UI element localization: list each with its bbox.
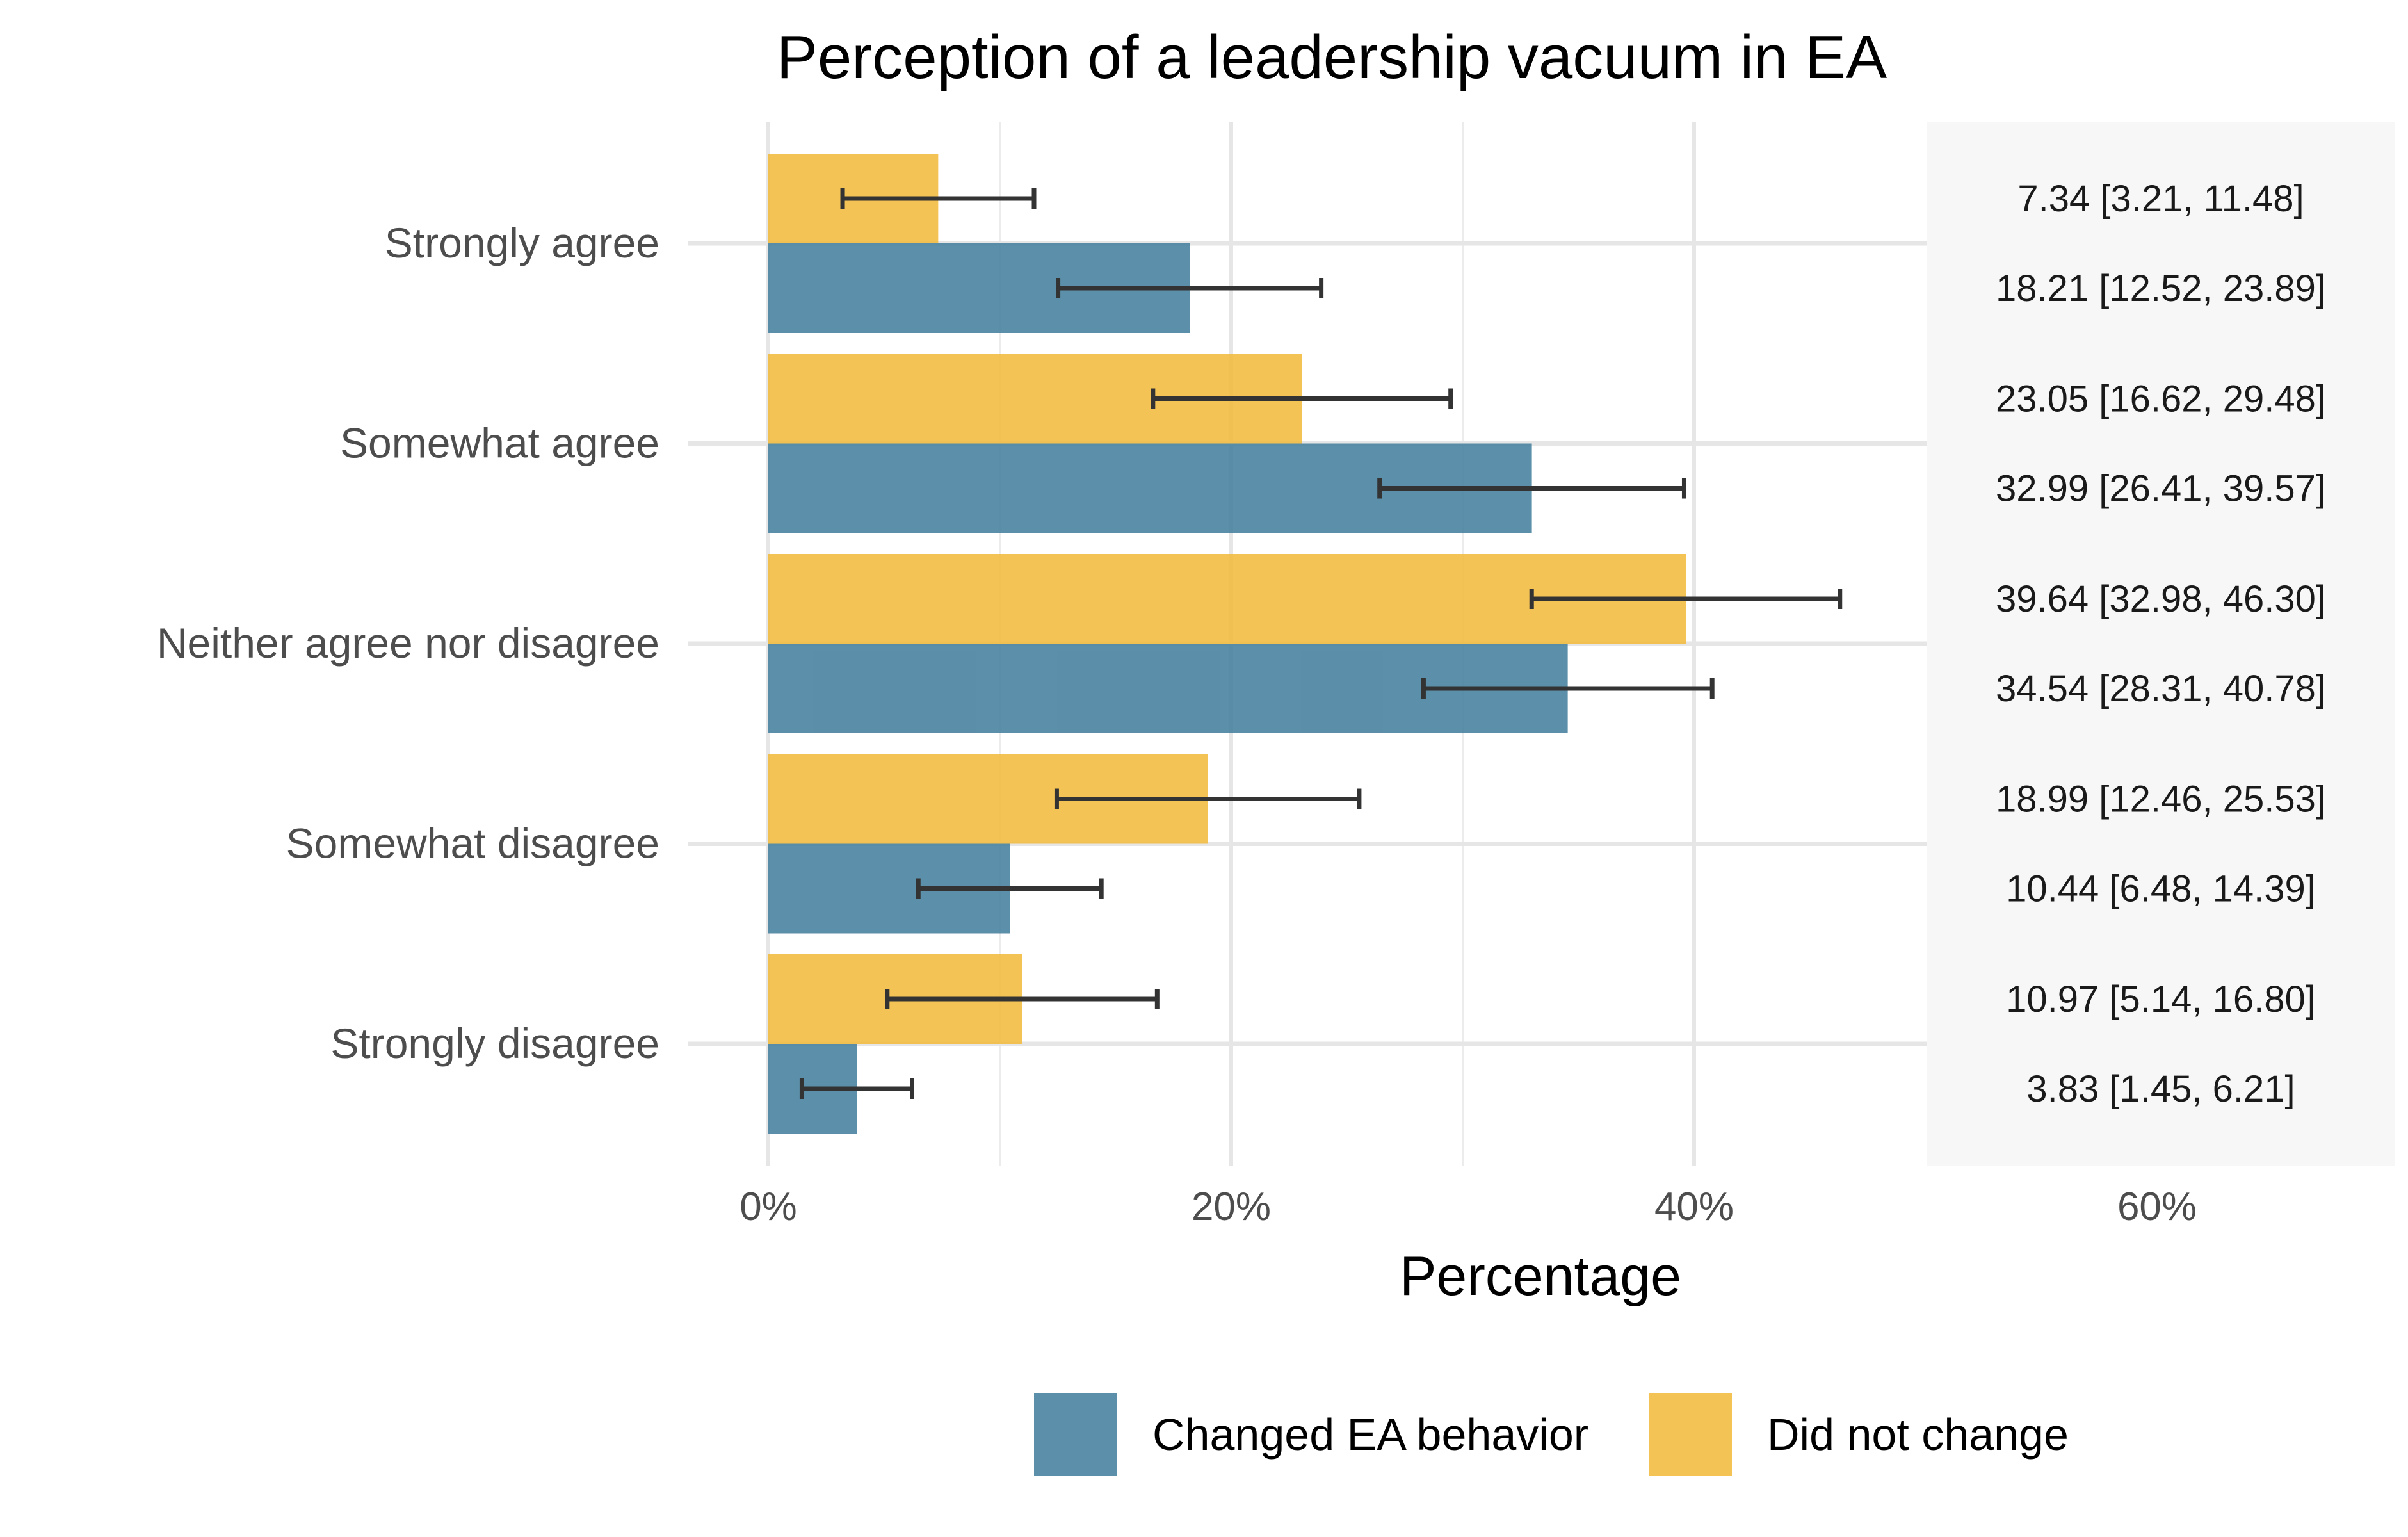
legend-label: Changed EA behavior	[1152, 1410, 1588, 1460]
category-label: Somewhat disagree	[286, 820, 659, 867]
category-label: Strongly disagree	[330, 1020, 659, 1067]
chart-background	[1927, 122, 2395, 1166]
label-panel-background	[1927, 122, 2395, 1166]
ci-label: 39.64 [32.98, 46.30]	[1996, 578, 2326, 620]
x-tick-labels: 0% 20% 40% 60%	[739, 1185, 2197, 1229]
ci-label: 18.99 [12.46, 25.53]	[1996, 779, 2326, 820]
x-tick-label: 0%	[739, 1185, 797, 1229]
bars	[768, 154, 1686, 1134]
ci-label: 10.97 [5.14, 16.80]	[2006, 979, 2316, 1020]
legend: Changed EA behavior Did not change	[1034, 1393, 2069, 1476]
legend-swatch	[1034, 1393, 1117, 1476]
category-label: Somewhat agree	[340, 419, 659, 467]
legend-label: Did not change	[1767, 1410, 2069, 1460]
category-label: Strongly agree	[385, 219, 659, 266]
ci-label: 18.21 [12.52, 23.89]	[1996, 268, 2326, 309]
ci-label: 34.54 [28.31, 40.78]	[1996, 668, 2326, 710]
ci-labels: 7.34 [3.21, 11.48] 18.21 [12.52, 23.89] 23…	[1996, 178, 2326, 1110]
ci-label: 32.99 [26.41, 39.57]	[1996, 468, 2326, 510]
ci-label: 23.05 [16.62, 29.48]	[1996, 378, 2326, 420]
category-labels: Strongly agree Somewhat agree Neither agre…	[157, 219, 659, 1067]
x-tick-label: 60%	[2117, 1185, 2197, 1229]
ci-label: 7.34 [3.21, 11.48]	[2017, 178, 2304, 220]
legend-swatch	[1649, 1393, 1732, 1476]
x-tick-label: 20%	[1192, 1185, 1271, 1229]
error-bars	[799, 188, 1843, 1099]
x-tick-label: 40%	[1654, 1185, 1734, 1229]
x-axis-title: Percentage	[1400, 1246, 1681, 1307]
ci-label: 3.83 [1.45, 6.21]	[2026, 1068, 2295, 1110]
category-label: Neither agree nor disagree	[157, 619, 659, 667]
chart-title: Perception of a leadership vacuum in EA	[777, 23, 1887, 92]
ci-label: 10.44 [6.48, 14.39]	[2006, 868, 2316, 910]
